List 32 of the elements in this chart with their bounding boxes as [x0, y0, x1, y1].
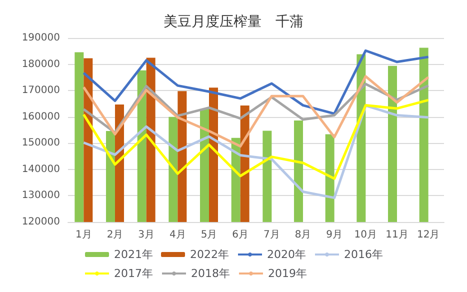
x-tick-label: 2月 — [106, 230, 124, 240]
x-tick-label: 9月 — [326, 230, 343, 240]
x-tick-label: 7月 — [263, 230, 280, 240]
x-tick-label: 4月 — [169, 230, 186, 240]
y-tick-label: 170000 — [22, 85, 60, 96]
legend-label: 2018年 — [191, 267, 230, 280]
line-series — [82, 49, 430, 115]
legend-label: 2022年 — [190, 248, 230, 261]
x-tick-label: 12月 — [416, 230, 440, 240]
y-tick-label: 190000 — [22, 32, 60, 44]
x-tick-label: 3月 — [138, 230, 155, 240]
line-series — [82, 104, 430, 200]
y-tick-label: 140000 — [22, 164, 60, 175]
line-series — [82, 75, 430, 148]
y-tick-label: 160000 — [22, 111, 60, 122]
y-tick-label: 120000 — [22, 216, 60, 228]
x-tick-label: 10月 — [354, 230, 378, 240]
x-tick-label: 8月 — [294, 230, 312, 240]
legend-label: 2016年 — [344, 248, 383, 261]
y-tick-label: 130000 — [22, 190, 60, 202]
x-tick-label: 1月 — [75, 230, 92, 240]
legend-label: 2020年 — [267, 248, 306, 261]
x-tick-label: 11月 — [386, 230, 408, 240]
x-tick-label: 5月 — [200, 230, 218, 240]
legend-label: 2021年 — [114, 248, 154, 261]
legend-label: 2017年 — [114, 267, 154, 280]
legend-label: 2019年 — [268, 267, 307, 280]
line-series — [82, 98, 430, 180]
y-tick-label: 150000 — [22, 138, 60, 149]
y-tick-label: 180000 — [22, 58, 60, 70]
chart-title: 美豆月度压榨量 千蒲 — [164, 14, 304, 30]
x-tick-label: 6月 — [232, 230, 249, 240]
